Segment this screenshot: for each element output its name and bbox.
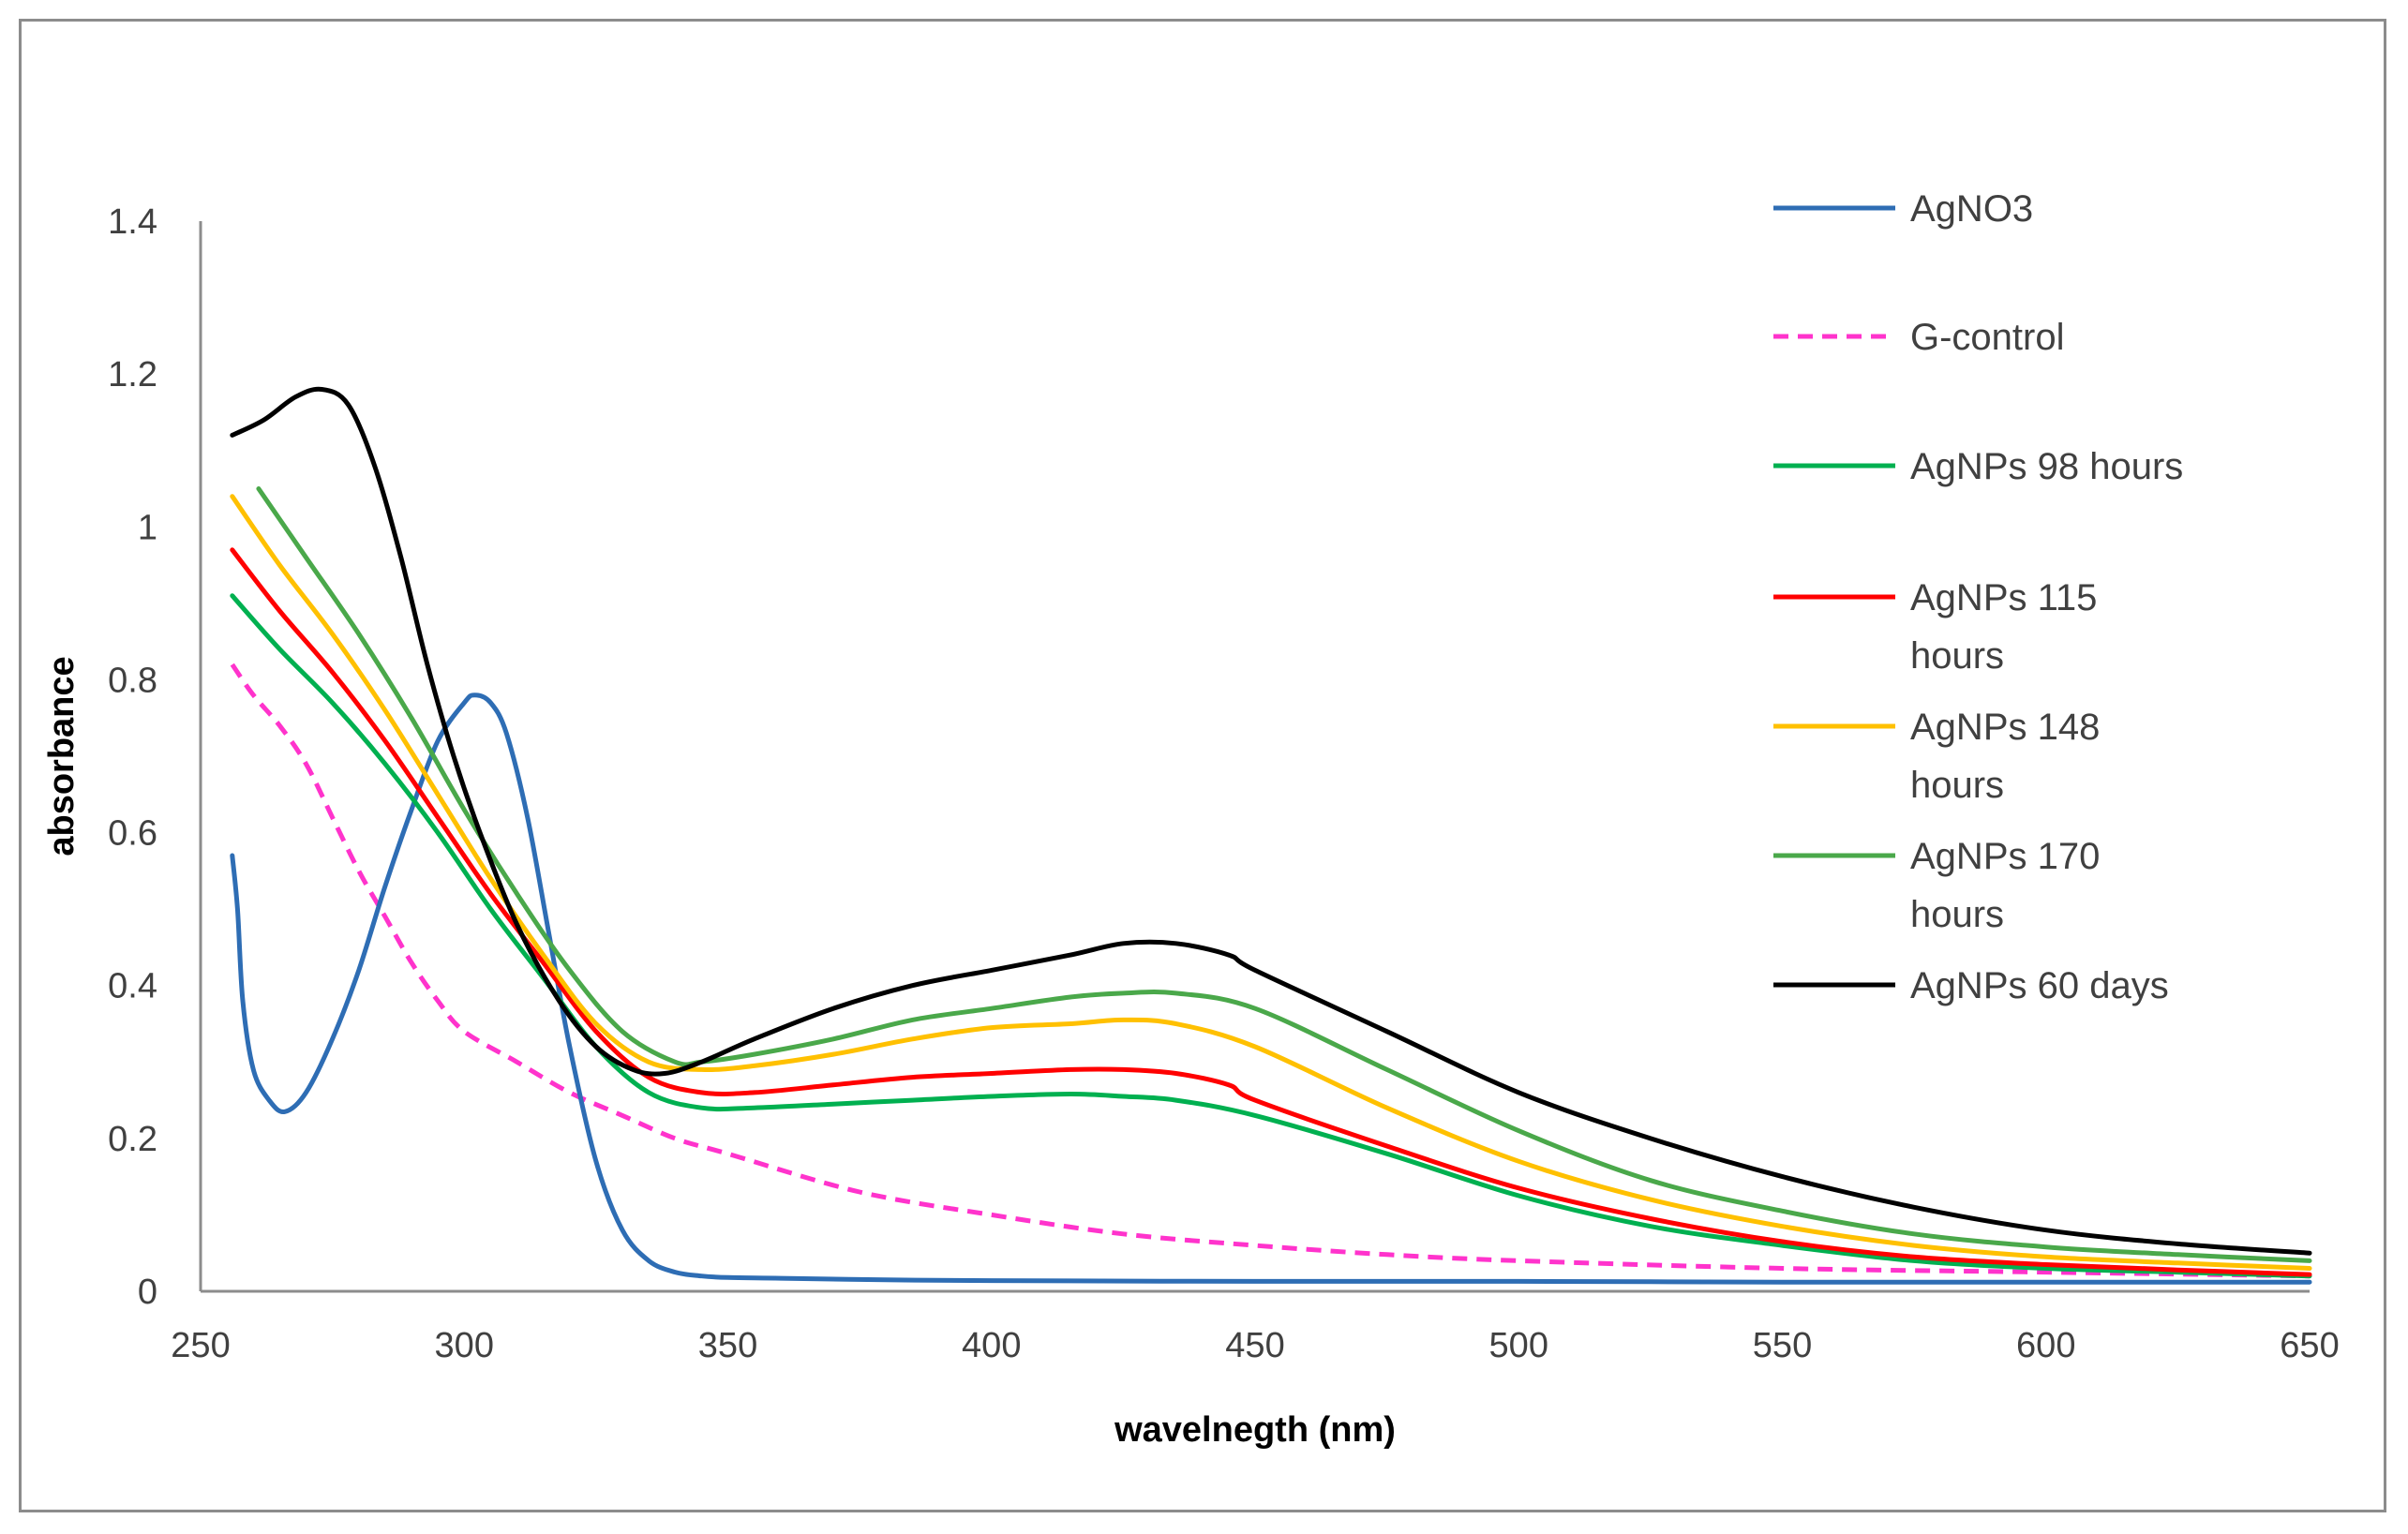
- legend-label: AgNPs 98 hours: [1910, 446, 2183, 487]
- x-axis-ticks: 250 300 350 400 450 500 550 600 650: [171, 1326, 2339, 1365]
- x-tick-label: 400: [962, 1326, 1021, 1365]
- x-tick-label: 650: [2280, 1326, 2339, 1365]
- legend-item: AgNPs 60 days: [1773, 965, 2169, 1006]
- y-tick-label: 1.2: [108, 355, 157, 395]
- plot-lines: [230, 386, 2312, 1285]
- y-tick-label: 1.4: [108, 202, 157, 242]
- legend-item: AgNPs 148 hours: [1773, 707, 2100, 806]
- legend-label: G-control: [1910, 317, 2065, 358]
- legend-label: AgNO3: [1910, 188, 2033, 230]
- legend-item: AgNPs 115 hours: [1773, 577, 2097, 677]
- y-tick-label: 0.2: [108, 1120, 157, 1159]
- series-line-agnps-98-hours: [230, 593, 2312, 1279]
- y-axis-ticks: 0 0.2 0.4 0.6 0.8 1 1.2 1.4: [108, 202, 157, 1312]
- y-tick-label: 0.6: [108, 814, 157, 854]
- y-axis-title: absorbance: [42, 656, 82, 856]
- x-tick-label: 500: [1489, 1326, 1548, 1365]
- series-line-g-control: [230, 663, 2311, 1279]
- y-tick-label: 0.8: [108, 661, 157, 700]
- legend-item: AgNPs 98 hours: [1773, 446, 2183, 487]
- legend-item: AgNO3: [1773, 188, 2033, 230]
- x-tick-label: 350: [698, 1326, 757, 1365]
- x-tick-label: 300: [435, 1326, 494, 1365]
- legend-label: AgNPs 115 hours: [1910, 577, 2097, 677]
- series-line-agnps-170-hours: [256, 486, 2312, 1263]
- x-tick-label: 550: [1753, 1326, 1812, 1365]
- x-tick-label: 600: [2016, 1326, 2075, 1365]
- legend: AgNO3 G-control AgNPs 98 hours AgNPs 115 hou…: [1773, 188, 2183, 1006]
- x-axis-title: wavelnegth (nm): [1114, 1410, 1396, 1450]
- legend-item: G-control: [1773, 317, 2065, 358]
- y-tick-label: 1: [138, 508, 157, 547]
- y-tick-label: 0: [138, 1273, 157, 1312]
- legend-label: AgNPs 148 hours: [1910, 707, 2100, 806]
- series-line-agnps-115-hours: [230, 547, 2312, 1277]
- series-line-agnps-148-hours: [230, 494, 2312, 1271]
- series-line-agno3: [230, 693, 2312, 1285]
- series-line-agnps-60-days: [230, 386, 2312, 1256]
- x-tick-label: 250: [171, 1326, 230, 1365]
- legend-label: AgNPs 60 days: [1910, 965, 2169, 1006]
- x-tick-label: 450: [1225, 1326, 1284, 1365]
- legend-label: AgNPs 170 hours: [1910, 836, 2100, 935]
- legend-item: AgNPs 170 hours: [1773, 836, 2100, 935]
- y-tick-label: 0.4: [108, 967, 157, 1006]
